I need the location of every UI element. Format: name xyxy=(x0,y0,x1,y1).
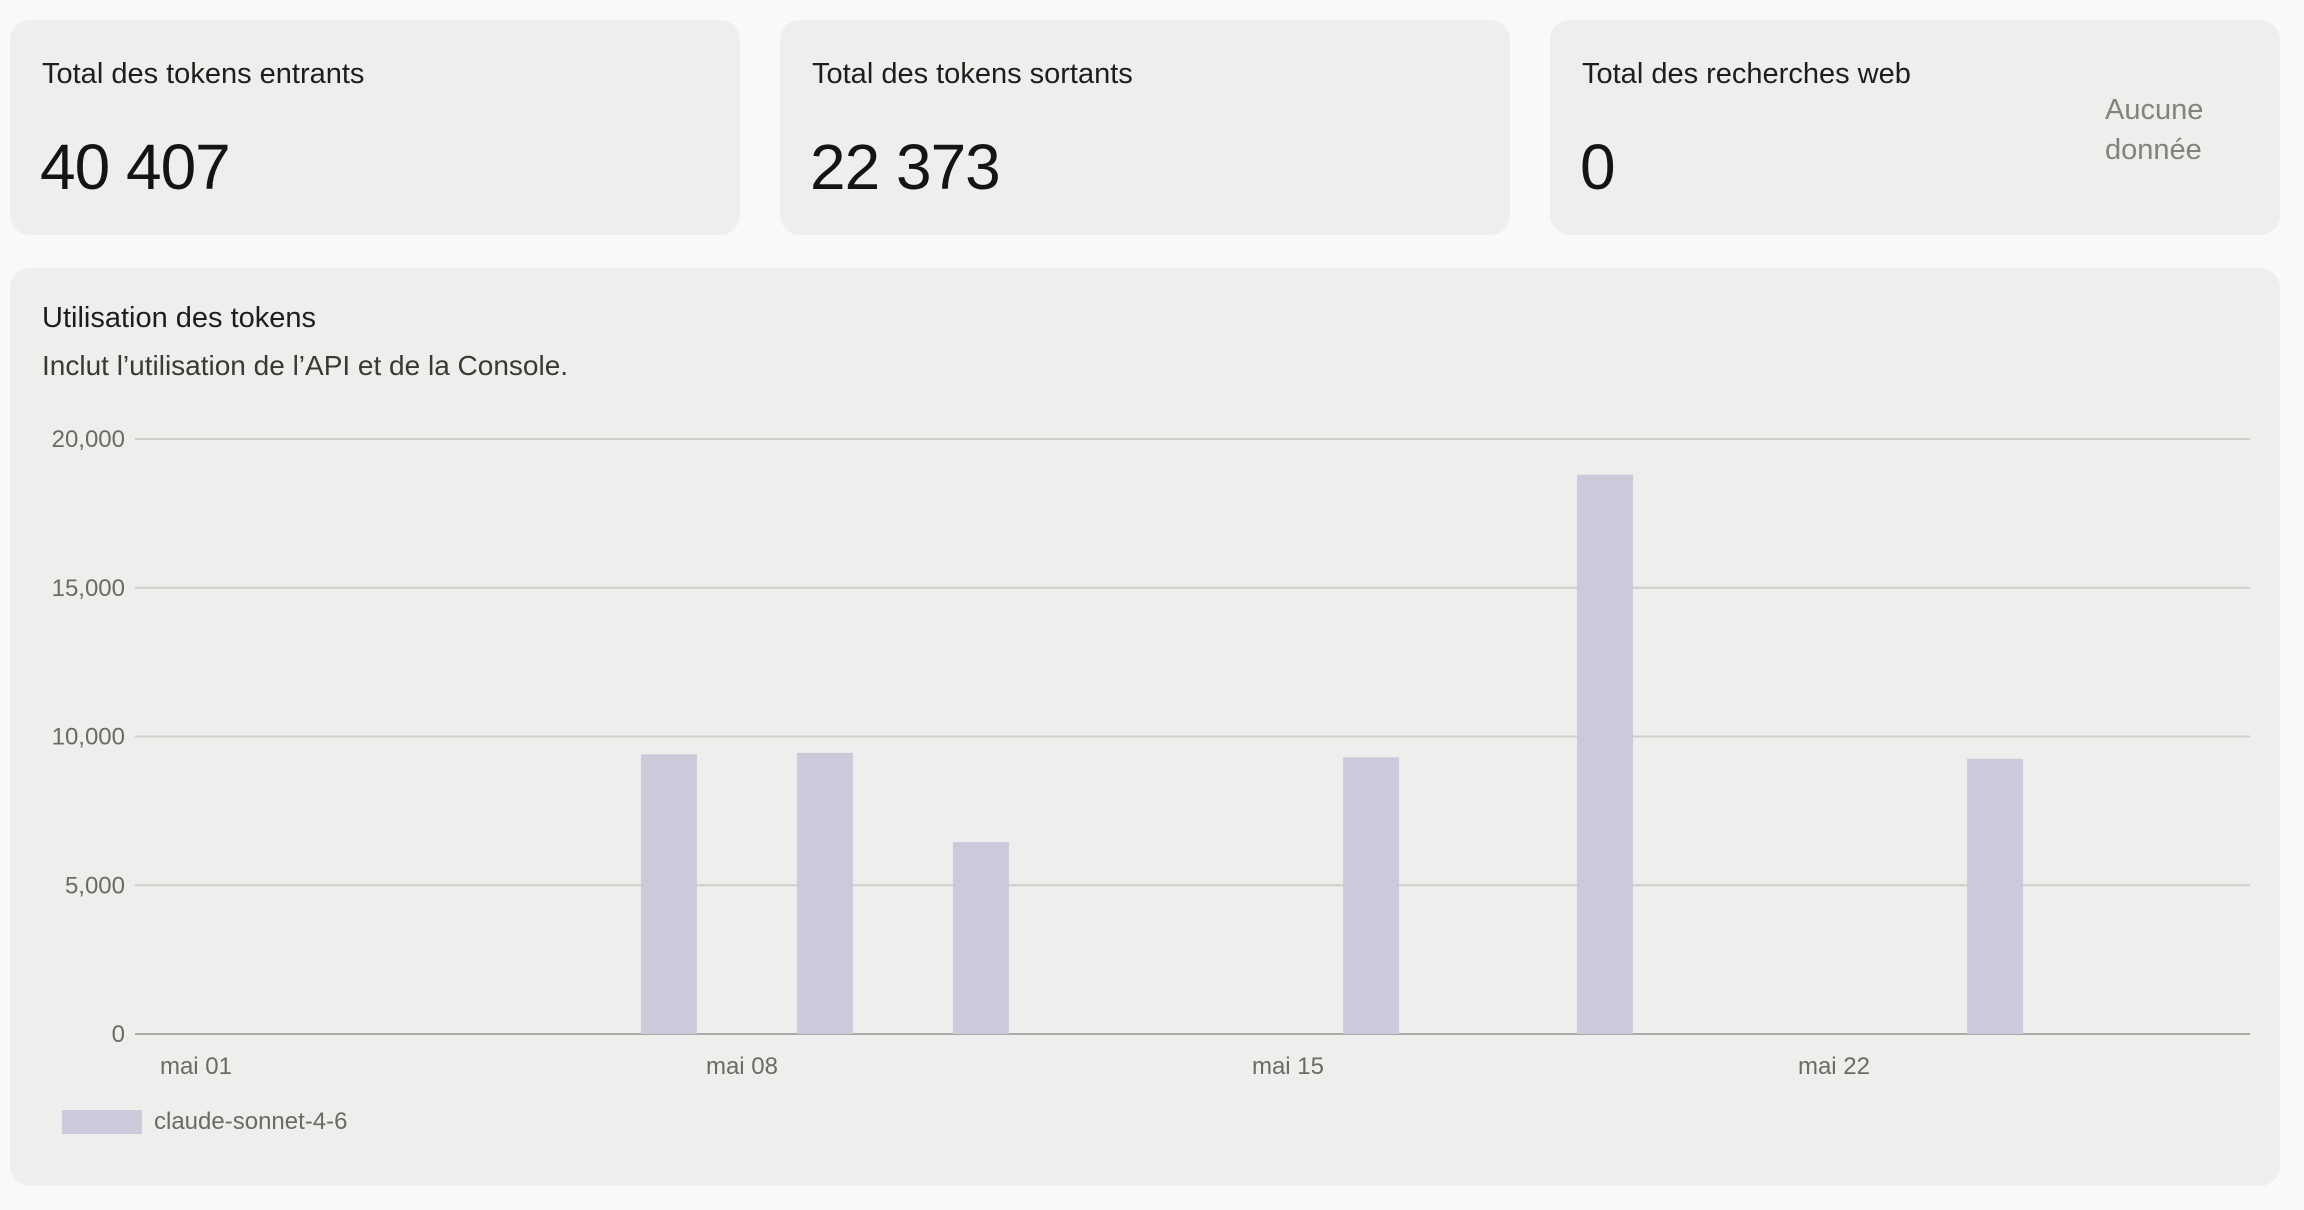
no-data-label: Aucune donnée xyxy=(2105,94,2204,166)
x-tick-label: mai 15 xyxy=(1252,1053,1324,1080)
bar xyxy=(1967,758,2023,1034)
chart-subtitle: Inclut l’utilisation de l’API et de la C… xyxy=(42,350,569,381)
stat-title: Total des recherches web xyxy=(1582,58,1911,90)
bar xyxy=(641,754,697,1034)
stat-card-web-searches: Total des recherches web 0 Aucune donnée xyxy=(1550,20,2280,235)
x-tick-label: mai 01 xyxy=(160,1053,232,1080)
x-tick-label: mai 22 xyxy=(1798,1053,1870,1080)
bar xyxy=(1577,474,1633,1034)
y-tick-label: 5,000 xyxy=(65,872,125,899)
y-tick-label: 20,000 xyxy=(52,426,125,453)
y-tick-label: 15,000 xyxy=(52,575,125,602)
legend-swatch xyxy=(62,1110,142,1134)
stat-card-output-tokens: Total des tokens sortants 22 373 xyxy=(780,20,1510,235)
y-tick-label: 0 xyxy=(112,1021,125,1048)
legend-label: claude-sonnet-4-6 xyxy=(154,1108,348,1135)
chart-legend[interactable]: claude-sonnet-4-6 xyxy=(62,1108,347,1136)
stat-value: 0 xyxy=(1580,131,1616,203)
token-usage-chart: 0 5,000 10,000 15,000 20,000 mai 01 mai 08 mai … xyxy=(52,426,2250,1080)
token-usage-card: Utilisation des tokens Inclut l’utilisat… xyxy=(10,268,2280,1186)
chart-title: Utilisation des tokens xyxy=(42,302,317,334)
stat-title: Total des tokens entrants xyxy=(42,58,365,90)
x-tick-label: mai 08 xyxy=(706,1053,778,1080)
y-tick-label: 10,000 xyxy=(52,724,125,751)
stat-title: Total des tokens sortants xyxy=(812,58,1133,90)
bar xyxy=(953,842,1009,1034)
stat-value: 40 407 xyxy=(40,131,231,203)
stat-card-input-tokens: Total des tokens entrants 40 407 xyxy=(10,20,740,235)
bar xyxy=(1343,757,1399,1034)
stat-value: 22 373 xyxy=(810,131,1001,203)
bar xyxy=(797,752,853,1034)
